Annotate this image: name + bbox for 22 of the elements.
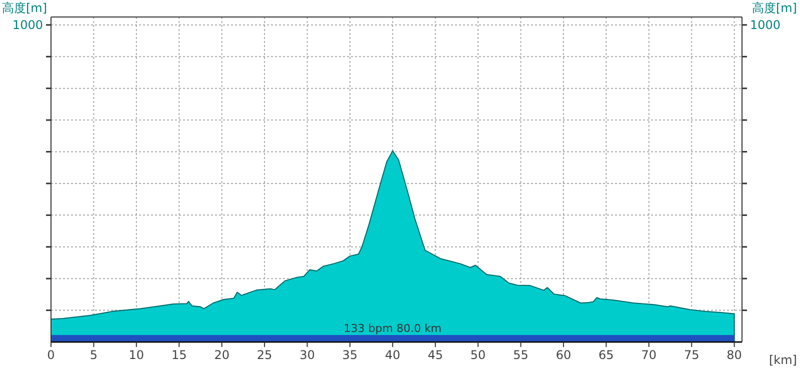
x-tick-label: 10 (128, 348, 144, 362)
x-tick-label: 80 (726, 348, 742, 362)
x-tick-label: 60 (556, 348, 572, 362)
x-tick-label: 5 (90, 348, 98, 362)
x-tick-label: 50 (470, 348, 486, 362)
x-tick-label: 15 (171, 348, 187, 362)
x-tick-label: 0 (47, 348, 55, 362)
x-tick-label: 40 (385, 348, 400, 362)
x-tick-label: 70 (641, 348, 657, 362)
x-tick-label: 30 (300, 348, 315, 362)
x-tick-label: 65 (598, 348, 614, 362)
x-tick-label: 20 (214, 348, 230, 362)
band-label: 133 bpm 80.0 km (344, 322, 442, 336)
x-tick-label: 75 (684, 348, 700, 362)
text: 1000 (750, 18, 781, 32)
y-axis-title: 高度[m] (2, 1, 48, 15)
x-axis-title: [km] (768, 353, 797, 367)
y2-axis-title: 高度[m] (752, 1, 797, 15)
x-tick-label: 35 (342, 348, 358, 362)
x-tick-label: 25 (256, 348, 272, 362)
x-tick-label: 55 (513, 348, 528, 362)
x-tick-label: 45 (428, 348, 444, 362)
